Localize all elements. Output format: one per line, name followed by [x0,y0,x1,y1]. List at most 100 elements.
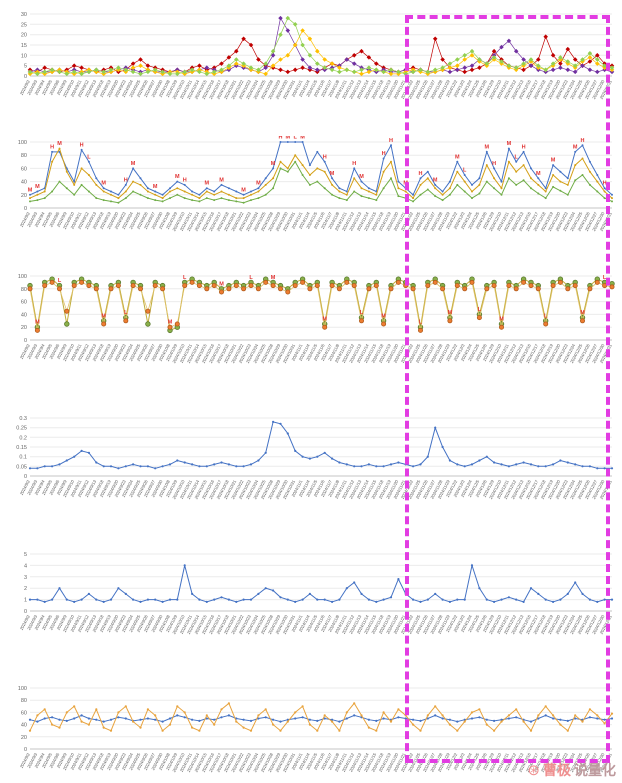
marker-blue [109,465,113,468]
marker-olive-orange [130,283,136,289]
marker-blue [434,183,437,186]
marker-olive-orange [373,283,379,289]
marker-tan [390,160,392,163]
y-tick-label: 4 [24,563,27,569]
marker-olive-orange [57,286,63,292]
marker-blue [412,718,415,721]
marker-blue [559,718,562,721]
marker-blue [220,183,223,186]
chart-marker-dots-panel: 0204060801002024/9/22024/9/32024/9/42024… [18,274,615,364]
marker-blue [515,463,518,466]
marker-olive-orange [336,286,342,292]
marker-blue [146,465,149,468]
marker-green [559,189,562,192]
watermark: ⊛ 曹极 说量化 [527,760,616,780]
marker-tan [191,193,194,196]
marker-orange [73,705,76,708]
marker-blue [80,598,83,601]
marker-blue [426,455,429,458]
marker-blue [132,167,135,170]
marker-green [257,197,260,200]
marker-green [57,69,62,75]
marker-orange [426,714,429,717]
marker-green [95,197,98,200]
marker-blue [65,459,68,462]
marker-blue [235,465,238,468]
marker-blue [124,592,127,595]
marker-blue [360,592,363,595]
marker-orange [294,711,297,714]
marker-blue [596,174,599,176]
marker-blue [43,600,46,603]
marker-blue [272,718,275,721]
marker-blue [257,459,260,462]
marker-blue [500,180,503,183]
marker-red [241,36,246,42]
marker-blue [95,461,98,464]
marker-orange [43,708,46,711]
y-tick-label: 25 [21,22,27,28]
marker-red [285,69,291,75]
marker-blue [139,465,142,468]
marker-orange [198,729,201,732]
marker-green [301,174,304,176]
marker-orange [301,705,304,708]
marker-blue [124,183,127,186]
marker-blue [242,465,245,468]
marker-olive-orange [115,283,121,289]
marker-blue [95,598,98,601]
marker-tan [73,183,76,186]
marker-blue [51,465,54,468]
marker-olive-orange [101,321,107,327]
hml-annotation: M [580,310,585,316]
hml-annotation: M [300,136,305,141]
marker-blue [257,187,260,190]
marker-blue [154,467,157,470]
marker-green [493,187,496,190]
marker-blue [610,598,614,601]
marker-olive-orange [543,321,549,327]
marker-blue [463,465,466,468]
marker-orange [168,723,172,726]
marker-olive-orange [204,286,210,292]
marker-blue [367,718,370,721]
marker-green [360,195,363,198]
marker-blue [161,720,164,723]
marker-green [197,69,202,75]
marker-blue [132,598,135,601]
hml-annotation: H [581,138,585,144]
marker-blue [419,719,422,722]
marker-orange [213,723,216,726]
marker-green [161,200,164,203]
marker-blue [390,144,392,147]
marker-orange [463,720,466,723]
hml-annotation: H [352,161,356,167]
marker-green [338,197,341,200]
marker-tan [375,193,378,196]
hml-annotation: M [35,320,40,326]
hml-annotation: L [294,136,298,141]
marker-blue [463,598,466,601]
marker-blue [198,719,201,722]
marker-green [213,199,216,202]
marker-green [323,187,326,190]
marker-blue [28,718,32,721]
hml-annotation: H [603,181,607,187]
marker-olive-orange [329,283,335,289]
marker-blue [213,598,216,601]
marker-orange [28,729,32,732]
marker-blue [552,600,555,603]
series-olive-orange [29,281,613,331]
marker-tan [456,170,459,173]
marker-green [35,71,40,77]
hml-annotation: M [175,174,180,180]
marker-green [537,192,540,195]
marker-tan [530,177,532,180]
hml-annotation: M [455,154,460,160]
marker-blue [264,716,267,719]
marker-blue [448,600,451,603]
marker-olive-orange [182,283,188,289]
y-tick-label: 40 [21,312,27,318]
marker-blue [404,463,407,466]
y-tick-label: 100 [18,686,27,692]
